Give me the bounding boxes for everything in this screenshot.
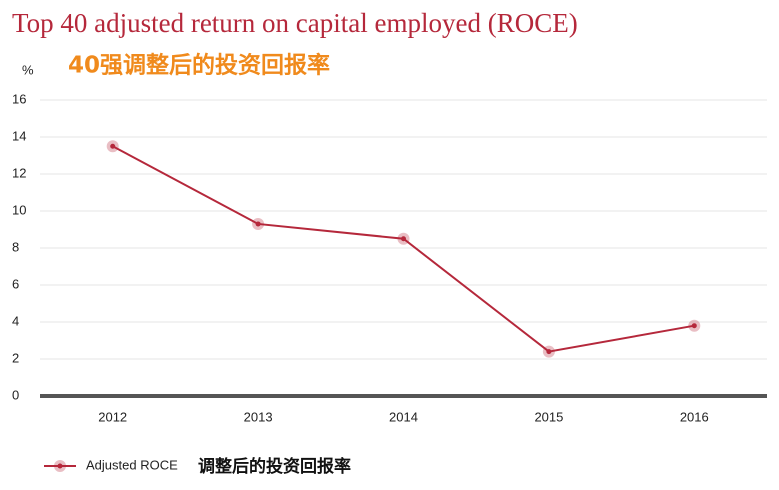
x-tick-label: 2012 bbox=[98, 409, 127, 424]
x-tick-label: 2016 bbox=[680, 409, 709, 424]
y-tick-label: 14 bbox=[12, 128, 26, 143]
marker bbox=[691, 323, 697, 329]
line bbox=[112, 145, 695, 353]
y-tick-label: 0 bbox=[12, 387, 19, 402]
y-axis-label: % bbox=[22, 62, 34, 77]
y-tick-label: 2 bbox=[12, 350, 19, 365]
y-tick-label: 6 bbox=[12, 276, 19, 291]
legend-label: Adjusted ROCE bbox=[86, 457, 178, 472]
y-tick-label: 8 bbox=[12, 239, 19, 254]
legend-marker bbox=[57, 463, 63, 469]
y-tick-label: 12 bbox=[12, 165, 26, 180]
x-tick-label: 2014 bbox=[389, 409, 418, 424]
marker bbox=[401, 236, 406, 242]
y-tick-label: 16 bbox=[12, 91, 26, 106]
marker bbox=[546, 349, 552, 355]
x-tick-label: 2015 bbox=[534, 409, 563, 424]
marker bbox=[255, 221, 261, 227]
marker bbox=[110, 143, 116, 149]
y-tick-label: 10 bbox=[12, 202, 26, 217]
x-tick-label: 2013 bbox=[244, 409, 273, 424]
chart-title: Top 40 adjusted return on capital employ… bbox=[12, 8, 578, 38]
chart-subtitle: 40强调整后的投资回报率 bbox=[68, 52, 330, 79]
legend-annotation: 调整后的投资回报率 bbox=[198, 456, 351, 477]
y-tick-label: 4 bbox=[12, 313, 19, 328]
